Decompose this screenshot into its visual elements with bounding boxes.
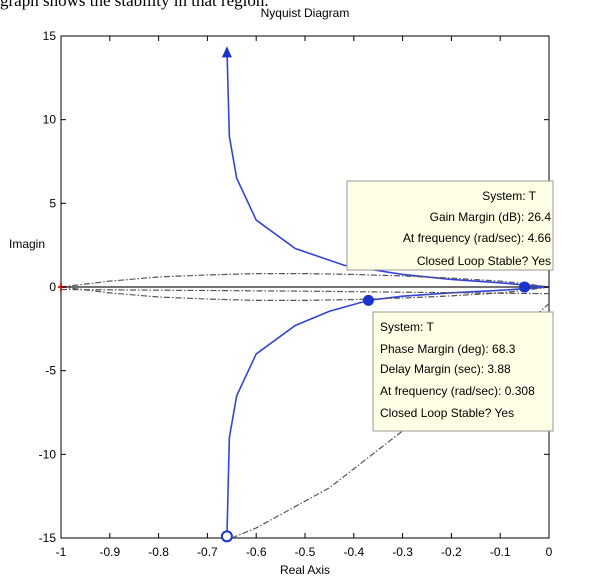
x-tick-label: -0.1 xyxy=(490,545,511,559)
x-tick-label: -0.7 xyxy=(197,545,218,559)
y-tick-label: -15 xyxy=(39,531,57,545)
reference-curve-5 xyxy=(60,288,550,295)
y-tick-label: 0 xyxy=(49,280,56,294)
x-tick-label: -0.6 xyxy=(246,545,267,559)
y-ticks: -15 -10 -5 0 5 10 15 xyxy=(39,29,549,545)
y-tick-label: 15 xyxy=(43,29,57,43)
reference-curve-2 xyxy=(60,273,550,288)
marker-arrow-up-0 xyxy=(221,46,232,58)
pm-phase-margin: Phase Margin (deg): 68.3 xyxy=(380,342,516,356)
y-tick-label: 10 xyxy=(43,113,57,127)
gm-frequency: At frequency (rad/sec): 4.66 xyxy=(403,231,551,245)
marker-hollow-circle-1 xyxy=(220,530,233,543)
caption-fragment: graph shows the stability in that region… xyxy=(0,0,269,10)
nyquist-curve-0 xyxy=(226,47,550,288)
x-tick-label: 0 xyxy=(546,545,553,559)
x-tick-label: -0.5 xyxy=(295,545,316,559)
x-tick-label: -0.9 xyxy=(99,545,120,559)
pm-frequency: At frequency (rad/sec): 0.308 xyxy=(380,384,535,398)
x-ticks: -1 -0.9 -0.8 -0.7 -0.6 -0.5 -0.4 -0.3 -0.2 -0.1 0 xyxy=(56,36,553,559)
marker-filled-circle-2 xyxy=(362,294,374,306)
phase-margin-datatip: System: T Phase Margin (deg): 68.3 Delay… xyxy=(372,311,554,432)
gain-margin-datatip: System: T Gain Margin (dB): 26.4 At freq… xyxy=(346,180,554,271)
pm-stable: Closed Loop Stable? Yes xyxy=(380,406,514,420)
marker-filled-circle-3 xyxy=(519,281,531,293)
gm-stable: Closed Loop Stable? Yes xyxy=(417,254,551,268)
x-tick-label: -1 xyxy=(56,545,67,559)
marker-layer xyxy=(58,46,531,543)
x-tick-label: -0.4 xyxy=(343,545,364,559)
reference-curve-3 xyxy=(60,286,550,301)
x-tick-label: -0.2 xyxy=(441,545,462,559)
pm-delay-margin: Delay Margin (sec): 3.88 xyxy=(380,362,511,376)
x-tick-label: -0.8 xyxy=(148,545,169,559)
y-tick-label: -10 xyxy=(39,447,57,461)
y-tick-label: -5 xyxy=(45,364,56,378)
y-tick-label: 5 xyxy=(49,196,56,210)
x-axis-label: Real Axis xyxy=(280,563,330,577)
pm-system: System: T xyxy=(380,320,434,334)
nyquist-curve-1 xyxy=(226,286,550,537)
gm-gain-margin: Gain Margin (dB): 26.4 xyxy=(430,210,552,224)
gm-system: System: T xyxy=(482,189,536,203)
x-tick-label: -0.3 xyxy=(392,545,413,559)
y-axis-label: Imagin xyxy=(9,237,45,251)
chart-title: Nyquist Diagram xyxy=(261,6,350,20)
